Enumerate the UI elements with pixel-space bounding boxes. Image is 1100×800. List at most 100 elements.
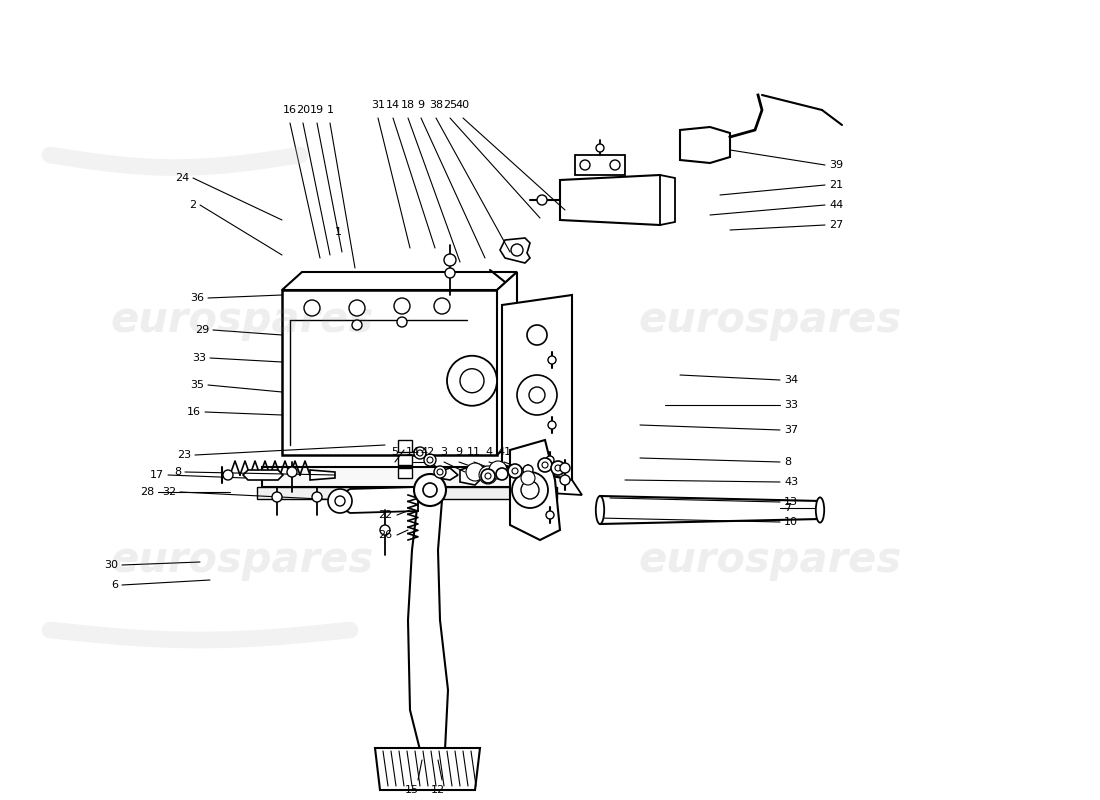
Text: 44: 44 xyxy=(829,200,844,210)
Polygon shape xyxy=(438,468,458,480)
Text: 8: 8 xyxy=(174,467,182,477)
Text: 42: 42 xyxy=(421,447,436,457)
Text: 23: 23 xyxy=(177,450,191,460)
Text: 2: 2 xyxy=(189,200,196,210)
Text: 15: 15 xyxy=(405,785,419,795)
Text: 21: 21 xyxy=(829,180,843,190)
Text: 10: 10 xyxy=(784,517,798,527)
Polygon shape xyxy=(243,470,283,480)
Bar xyxy=(398,455,412,465)
Text: 25: 25 xyxy=(443,100,458,110)
Circle shape xyxy=(417,450,424,456)
Circle shape xyxy=(424,483,437,497)
Text: 9: 9 xyxy=(417,100,425,110)
Text: 1: 1 xyxy=(327,105,333,115)
Circle shape xyxy=(444,254,456,266)
Circle shape xyxy=(527,325,547,345)
Circle shape xyxy=(394,298,410,314)
Circle shape xyxy=(379,525,390,535)
Circle shape xyxy=(546,511,554,519)
Polygon shape xyxy=(660,175,675,225)
Text: 12: 12 xyxy=(431,785,446,795)
Bar xyxy=(398,468,412,478)
Circle shape xyxy=(551,461,565,475)
Circle shape xyxy=(397,317,407,327)
Polygon shape xyxy=(282,272,517,290)
Polygon shape xyxy=(257,487,557,499)
Circle shape xyxy=(512,468,518,474)
Circle shape xyxy=(512,472,548,508)
Circle shape xyxy=(512,244,522,256)
Text: 8: 8 xyxy=(784,457,791,467)
Bar xyxy=(262,467,547,487)
Circle shape xyxy=(490,461,507,479)
Text: 35: 35 xyxy=(190,380,204,390)
Text: 43: 43 xyxy=(784,477,799,487)
Polygon shape xyxy=(575,155,625,175)
Text: 31: 31 xyxy=(371,100,385,110)
Bar xyxy=(398,440,412,452)
Circle shape xyxy=(610,160,620,170)
Circle shape xyxy=(493,465,503,475)
Text: 22: 22 xyxy=(377,510,392,520)
Circle shape xyxy=(446,268,455,278)
Circle shape xyxy=(485,473,491,479)
Text: 37: 37 xyxy=(784,425,799,435)
Text: 38: 38 xyxy=(429,100,443,110)
Polygon shape xyxy=(375,748,480,790)
Circle shape xyxy=(223,470,233,480)
Circle shape xyxy=(548,421,556,429)
Text: 16: 16 xyxy=(283,105,297,115)
Text: 32: 32 xyxy=(162,487,176,497)
Circle shape xyxy=(437,469,443,475)
Circle shape xyxy=(349,300,365,316)
Text: 14: 14 xyxy=(386,100,400,110)
Text: 13: 13 xyxy=(784,497,798,507)
Text: 7: 7 xyxy=(784,503,791,513)
Text: 28: 28 xyxy=(140,487,154,497)
Polygon shape xyxy=(510,440,560,540)
Circle shape xyxy=(546,456,554,464)
Circle shape xyxy=(529,387,544,403)
Circle shape xyxy=(481,469,495,483)
Text: eurospares: eurospares xyxy=(638,539,902,581)
Text: 41: 41 xyxy=(497,447,512,457)
Polygon shape xyxy=(408,500,448,750)
Circle shape xyxy=(548,356,556,364)
Text: 17: 17 xyxy=(150,470,164,480)
Text: eurospares: eurospares xyxy=(110,539,374,581)
Circle shape xyxy=(478,466,497,484)
Text: 9: 9 xyxy=(455,447,463,457)
Text: 30: 30 xyxy=(104,560,118,570)
Text: 14: 14 xyxy=(406,447,420,457)
Circle shape xyxy=(287,467,297,477)
Circle shape xyxy=(414,474,446,506)
Circle shape xyxy=(466,463,484,481)
Polygon shape xyxy=(502,295,572,480)
Circle shape xyxy=(521,481,539,499)
Polygon shape xyxy=(310,470,336,480)
Text: 36: 36 xyxy=(190,293,204,303)
Circle shape xyxy=(352,320,362,330)
Circle shape xyxy=(304,300,320,316)
Text: 24: 24 xyxy=(175,173,189,183)
Circle shape xyxy=(560,463,570,473)
Text: 5: 5 xyxy=(392,447,398,457)
Ellipse shape xyxy=(816,498,824,522)
Circle shape xyxy=(538,458,552,472)
Circle shape xyxy=(328,489,352,513)
Circle shape xyxy=(496,468,508,480)
Text: 4: 4 xyxy=(485,447,493,457)
Circle shape xyxy=(434,298,450,314)
Circle shape xyxy=(508,464,522,478)
Ellipse shape xyxy=(596,496,604,524)
Circle shape xyxy=(596,144,604,152)
Text: 1: 1 xyxy=(336,227,342,237)
Polygon shape xyxy=(680,127,730,163)
Text: 3: 3 xyxy=(440,447,448,457)
Bar xyxy=(282,290,497,455)
Polygon shape xyxy=(497,272,517,455)
Text: eurospares: eurospares xyxy=(110,299,374,341)
Circle shape xyxy=(447,356,497,406)
Circle shape xyxy=(460,369,484,393)
